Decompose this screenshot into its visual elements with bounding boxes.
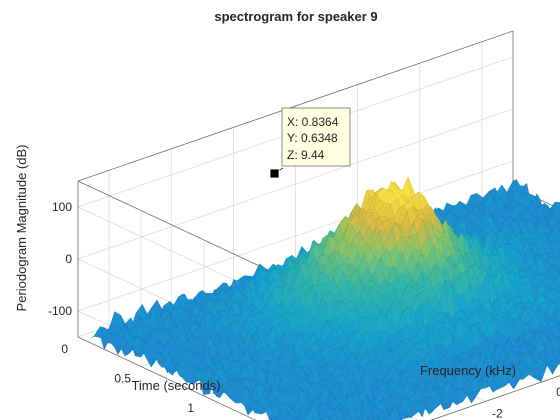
y-tick-label: 0.5 <box>114 372 131 386</box>
surface-patch <box>291 416 299 420</box>
surface-patch <box>557 334 560 342</box>
datatip-z: Z: 9.44 <box>287 148 325 162</box>
datatip-x: X: 0.8364 <box>287 115 339 129</box>
x-tick-label: 0 <box>556 385 560 399</box>
surface-patch <box>377 416 385 420</box>
frequency-axis-label: Frequency (kHz) <box>420 363 516 378</box>
axis-edge <box>77 30 514 182</box>
y-tick-label: 1 <box>187 401 194 415</box>
x-tick-label: -2 <box>492 406 503 420</box>
datatip-marker[interactable] <box>269 168 280 179</box>
surface-patch <box>395 413 403 420</box>
y-tick-label: 0 <box>61 342 68 356</box>
surface-patch <box>275 412 284 420</box>
surface-patch <box>366 417 369 420</box>
axis-edge <box>430 375 560 420</box>
z-tick-label: 0 <box>65 252 72 266</box>
z-tick-label: 100 <box>52 200 72 214</box>
surface-patch <box>304 406 314 420</box>
chart-title: spectrogram for speaker 9 <box>214 9 377 24</box>
datatip-y: Y: 0.6348 <box>287 131 338 145</box>
surface-patch <box>330 412 339 420</box>
surface-patch <box>340 415 345 420</box>
surface-patch <box>322 415 329 420</box>
axis-edge <box>77 336 257 420</box>
surface-plot <box>90 176 560 420</box>
data-tip[interactable]: X: 0.8364 Y: 0.6348 Z: 9.44 <box>269 107 351 179</box>
datatip-box <box>281 107 351 167</box>
magnitude-axis-label: Periodogram Magnitude (dB) <box>14 145 29 312</box>
z-tick-label: -100 <box>48 304 72 318</box>
time-axis-label: Time (seconds) <box>131 378 220 393</box>
